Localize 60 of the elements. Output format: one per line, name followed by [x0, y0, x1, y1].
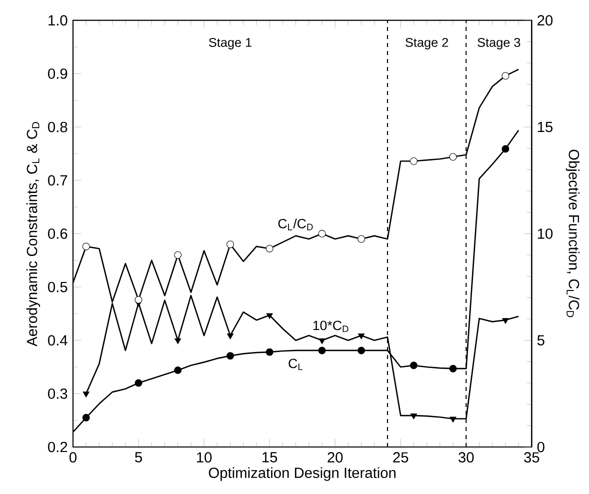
point: [358, 334, 365, 340]
point: [358, 346, 366, 354]
point: [174, 251, 182, 259]
point: [226, 240, 234, 248]
y2-tick-label: 15: [538, 122, 553, 132]
annotation: Stage 3: [478, 38, 520, 50]
point: [226, 352, 234, 360]
y2-tick-label: 5: [537, 335, 544, 346]
y-axis-title: Aerodynamic Constraints, C$_{L}$ & C$_{D}$: [26, 122, 40, 346]
y-tick-label: 0.8: [48, 122, 68, 132]
y-tick-label: 1.0: [48, 15, 68, 26]
annotation: Stage 2: [406, 38, 448, 50]
point: [134, 379, 142, 387]
point: [82, 242, 90, 250]
y2-axis-title: Objective Function, C$_{L}$/C$_{D}$: [566, 150, 580, 318]
y-tick-label: 0.9: [48, 68, 68, 79]
point: [226, 334, 234, 340]
point: [174, 338, 182, 344]
y2-tick-label: 10: [538, 228, 553, 239]
x-tick-label: 25: [393, 452, 408, 463]
point: [82, 392, 90, 398]
y-tick-label: 0.6: [48, 228, 68, 239]
point: [266, 244, 274, 252]
point: [502, 145, 510, 153]
x-tick-label: 15: [262, 452, 278, 462]
y-tick-label: 0.3: [48, 388, 68, 399]
series-label: 10*C$_{D}$: [313, 320, 348, 332]
point: [410, 362, 418, 370]
y-tick-label: 0.5: [48, 282, 68, 292]
y-tick-label: 0.2: [48, 442, 68, 452]
point: [449, 364, 457, 372]
point: [318, 346, 326, 354]
series-label: C$_{L}$/C$_{D}$: [278, 218, 313, 230]
point: [134, 296, 142, 304]
x-tick-label: 10: [197, 452, 212, 463]
point: [450, 416, 456, 422]
point: [318, 338, 326, 344]
point: [358, 235, 366, 243]
series-label: C$_{L}$: [288, 358, 303, 370]
y2-tick-label: 20: [538, 15, 553, 26]
x-axis-title: Optimization Design Iteration: [208, 467, 396, 481]
y2-tick-label: 0: [537, 442, 544, 452]
x-tick-label: 0: [69, 452, 76, 463]
point: [266, 313, 273, 320]
x-tick-label: 30: [458, 452, 474, 463]
point: [318, 230, 326, 238]
x-tick-label: 5: [135, 452, 142, 462]
point: [82, 414, 90, 422]
point: [449, 153, 457, 161]
x-tick-label: 20: [328, 452, 343, 463]
point: [410, 157, 418, 165]
point: [174, 366, 182, 374]
y-tick-label: 0.7: [48, 175, 68, 186]
point: [266, 348, 274, 356]
point: [502, 318, 509, 324]
point: [502, 72, 510, 80]
x-tick-label: 35: [524, 452, 540, 463]
annotation: Stage 1: [209, 38, 252, 50]
point: [410, 414, 417, 420]
y-tick-label: 0.4: [48, 335, 68, 346]
